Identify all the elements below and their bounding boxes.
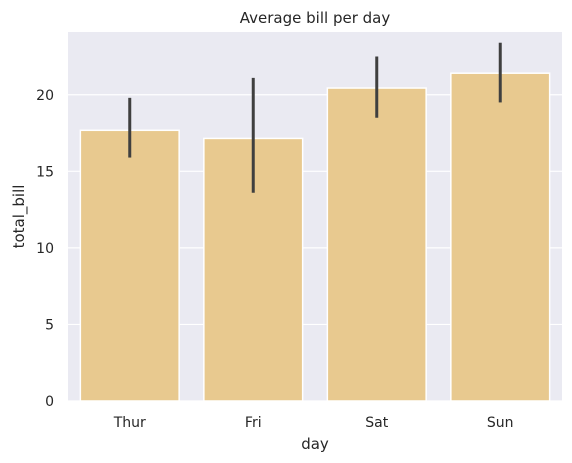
y-tick-label: 5 xyxy=(45,317,54,333)
x-axis-label: day xyxy=(301,435,329,453)
x-tick-label: Fri xyxy=(245,415,262,431)
x-tick-label: Thur xyxy=(113,415,146,431)
y-tick-label: 0 xyxy=(45,394,54,410)
x-tick-label: Sat xyxy=(365,415,388,431)
chart-title: Average bill per day xyxy=(240,9,391,27)
x-axis-ticks: Thur Fri Sat Sun xyxy=(113,415,514,431)
x-tick-label: Sun xyxy=(487,415,514,431)
y-axis-ticks: 0 5 10 15 20 xyxy=(36,88,54,410)
bar-sun xyxy=(450,72,551,402)
y-tick-label: 15 xyxy=(36,164,54,180)
y-tick-label: 10 xyxy=(36,241,54,257)
error-bars xyxy=(128,42,502,193)
y-axis-label: total_bill xyxy=(10,185,29,249)
bar-thur xyxy=(79,129,180,402)
y-tick-label: 20 xyxy=(36,88,54,104)
bar-sat xyxy=(326,87,427,402)
